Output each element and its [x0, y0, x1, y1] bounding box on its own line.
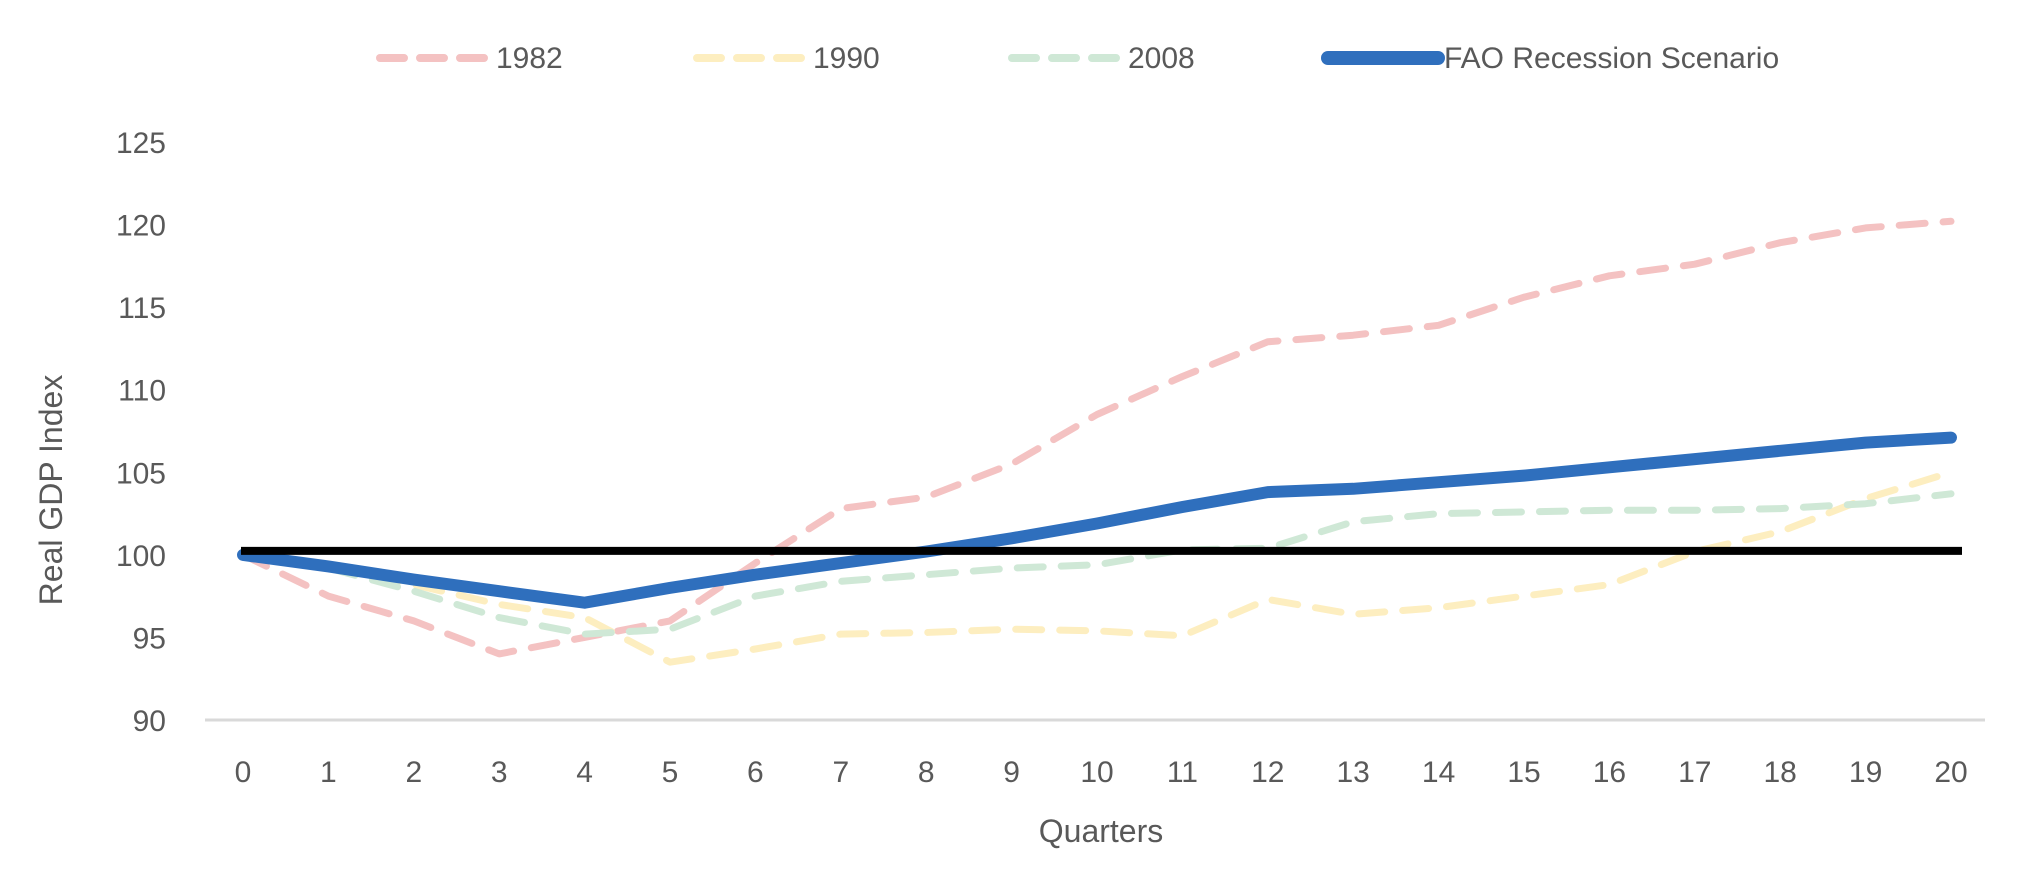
- legend-item: 2008: [1008, 42, 1195, 75]
- legend: 1982 1990 2008 FAO Recession Scenario: [376, 42, 1779, 75]
- x-tick-label: 8: [918, 756, 935, 789]
- x-tick-label: 9: [1003, 756, 1020, 789]
- x-tick-label: 11: [1167, 756, 1198, 789]
- y-tick-label: 100: [116, 540, 166, 573]
- y-tick-label: 120: [116, 210, 166, 243]
- legend-item: 1990: [693, 42, 880, 75]
- series-line-fao-recession-scenario: [237, 431, 1957, 609]
- y-tick-label: 110: [118, 375, 166, 408]
- series-layer: [237, 217, 1957, 666]
- x-tick-label: 0: [235, 756, 252, 789]
- x-tick-label: 3: [491, 756, 508, 789]
- legend-label: FAO Recession Scenario: [1444, 42, 1779, 75]
- legend-label: 1990: [813, 42, 880, 75]
- series-line-2008: [239, 490, 1955, 638]
- x-tick-label: 16: [1593, 756, 1626, 789]
- x-tick-label: 7: [832, 756, 849, 789]
- legend-label: 2008: [1128, 42, 1195, 75]
- x-tick-label: 17: [1678, 756, 1711, 789]
- y-tick-label: 115: [118, 292, 166, 325]
- y-tick-label: 95: [133, 622, 166, 655]
- y-axis-ticks: 90 95 100 105 110 115 120 125: [116, 127, 166, 738]
- x-axis-ticks: 0 1 2 3 4 5 6 7 8 9 10 11 12 13 14 15 16 17 18 19 20: [235, 756, 1968, 789]
- y-tick-label: 105: [116, 457, 166, 490]
- y-tick-label: 90: [133, 705, 166, 738]
- x-tick-label: 14: [1422, 756, 1455, 789]
- legend-label: 1982: [496, 42, 563, 75]
- y-tick-label: 125: [116, 127, 166, 160]
- x-axis-title: Quarters: [1039, 813, 1163, 849]
- x-tick-label: 13: [1337, 756, 1370, 789]
- series-line-1982: [239, 217, 1955, 658]
- x-tick-label: 20: [1934, 756, 1967, 789]
- x-tick-label: 4: [576, 756, 593, 789]
- x-tick-label: 10: [1080, 756, 1113, 789]
- legend-item: 1982: [376, 42, 563, 75]
- legend-item: FAO Recession Scenario: [1321, 42, 1779, 75]
- x-tick-label: 2: [405, 756, 422, 789]
- x-tick-label: 19: [1849, 756, 1882, 789]
- x-tick-label: 15: [1507, 756, 1540, 789]
- series-line-1990: [239, 468, 1955, 666]
- x-tick-label: 12: [1251, 756, 1284, 789]
- x-tick-label: 6: [747, 756, 764, 789]
- y-axis-title: Real GDP Index: [33, 375, 69, 606]
- x-tick-label: 1: [320, 756, 337, 789]
- x-tick-label: 5: [662, 756, 679, 789]
- x-tick-label: 18: [1764, 756, 1797, 789]
